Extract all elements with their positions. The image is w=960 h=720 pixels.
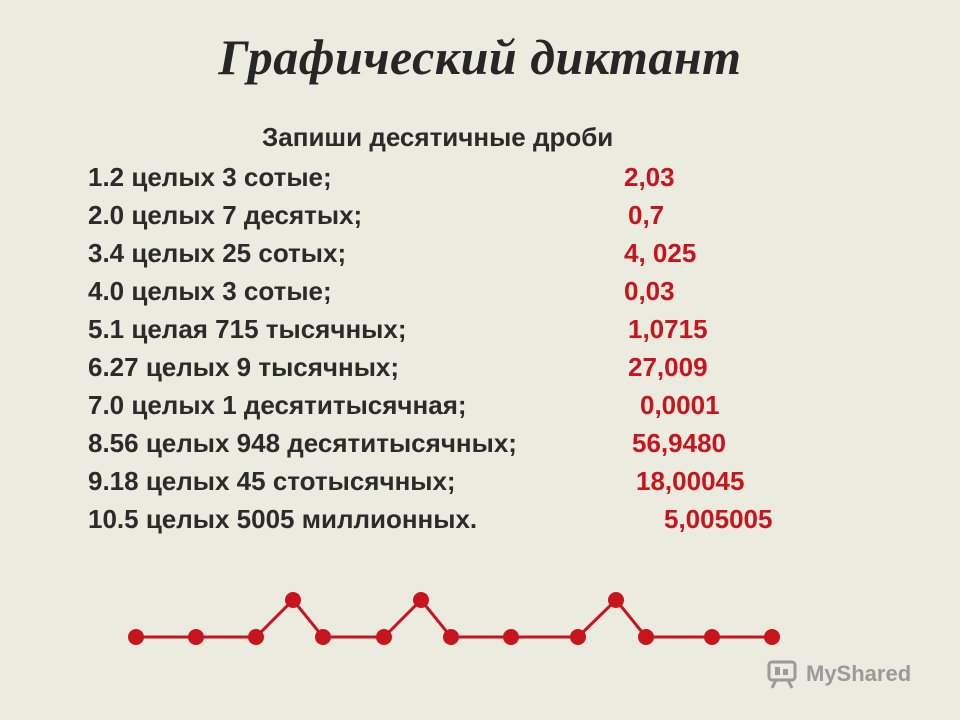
- task-text: 8.56 целых 948 десятитысячных;: [88, 428, 517, 458]
- task-answer: 27,009: [628, 352, 708, 382]
- pattern-dot: [248, 629, 264, 645]
- task-answer: 4, 025: [624, 238, 697, 268]
- task-answer: 0,7: [628, 200, 665, 230]
- pattern-dot: [315, 629, 331, 645]
- task-answer: 1,0715: [628, 314, 708, 344]
- pattern-dot: [608, 592, 624, 608]
- pattern-dot: [704, 629, 720, 645]
- pattern-dot: [413, 592, 429, 608]
- task-answer: 56,9480: [632, 428, 726, 458]
- pattern-dot: [376, 629, 392, 645]
- task-text: 10.5 целых 5005 миллионных.: [88, 504, 478, 534]
- task-text: 9.18 целых 45 стотысячных;: [88, 466, 456, 496]
- pattern-dot: [188, 629, 204, 645]
- pattern-dot: [570, 629, 586, 645]
- task-answer: 5,005005: [664, 504, 773, 534]
- graphic-dictation-pattern: [128, 592, 780, 645]
- task-text: 4.0 целых 3 сотые;: [88, 276, 332, 306]
- task-text: 2.0 целых 7 десятых;: [88, 200, 363, 230]
- pattern-dot: [285, 592, 301, 608]
- task-text: 3.4 целых 25 сотых;: [88, 238, 347, 268]
- watermark-text: MyShared: [806, 661, 912, 686]
- myshared-logo-icon: [767, 660, 797, 689]
- task-answer: 0,03: [624, 276, 675, 306]
- pattern-dot: [638, 629, 654, 645]
- task-answer: 18,00045: [636, 466, 745, 496]
- task-answer: 0,0001: [640, 390, 720, 420]
- pattern-dot: [764, 629, 780, 645]
- task-list: 1.2 целых 3 сотые; 2,03 2.0 целых 7 деся…: [88, 162, 773, 534]
- task-answer: 2,03: [624, 162, 675, 192]
- pattern-dot: [128, 629, 144, 645]
- watermark: MyShared: [766, 656, 911, 692]
- pattern-dot: [503, 629, 519, 645]
- pattern-dot: [443, 629, 459, 645]
- page-title: Графический диктант: [218, 29, 742, 85]
- task-text: 7.0 целых 1 десятитысячная;: [88, 390, 467, 420]
- task-text: 5.1 целая 715 тысячных;: [88, 314, 407, 344]
- task-text: 6.27 целых 9 тысячных;: [88, 352, 400, 382]
- task-text: 1.2 целых 3 сотые;: [88, 162, 332, 192]
- page-subtitle: Запиши десятичные дроби: [262, 122, 614, 152]
